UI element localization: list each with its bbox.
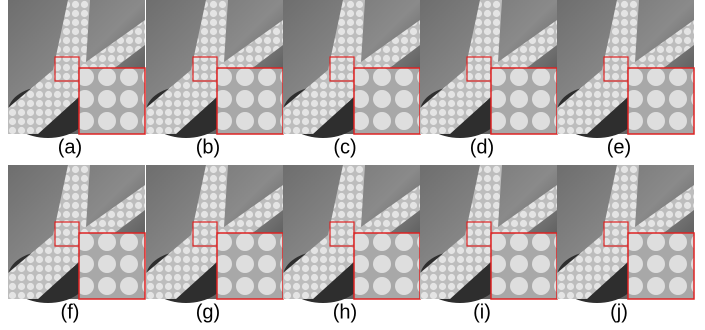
panel-image: [8, 0, 145, 138]
panel-image: [557, 165, 694, 303]
panel: (a): [8, 0, 145, 158]
page: {"panels": [{"label": "(a)"}, {"label": …: [0, 0, 705, 330]
panel-label: (c): [333, 136, 356, 158]
panel-image: [420, 165, 557, 303]
panel: (h): [283, 165, 420, 323]
panel-label: (d): [470, 136, 494, 158]
panel-image: [146, 165, 283, 303]
figure: (a) (b) (c) (d) (e) (f) (g) (h) (i) (j): [0, 0, 705, 330]
panel-label: (i): [473, 301, 491, 323]
panel: (i): [420, 165, 557, 323]
panel: (d): [420, 0, 557, 158]
panel-image: [283, 165, 420, 303]
panel-label: (e): [607, 136, 631, 158]
panel: (c): [283, 0, 420, 158]
panel: (b): [146, 0, 283, 158]
panel-image: [557, 0, 694, 138]
panel-image: [420, 0, 557, 138]
panel: (e): [557, 0, 694, 158]
panel-image: [146, 0, 283, 138]
panel-label: (g): [196, 301, 220, 323]
panel-label: (b): [196, 136, 220, 158]
panel-label: (h): [333, 301, 357, 323]
panel-label: (a): [58, 136, 82, 158]
panel: (j): [557, 165, 694, 323]
panel: (g): [146, 165, 283, 323]
panel-image: [8, 165, 145, 303]
panel: (f): [8, 165, 145, 323]
panel-label: (f): [61, 301, 80, 323]
panel-image: [283, 0, 420, 138]
panel-label: (j): [610, 301, 628, 323]
